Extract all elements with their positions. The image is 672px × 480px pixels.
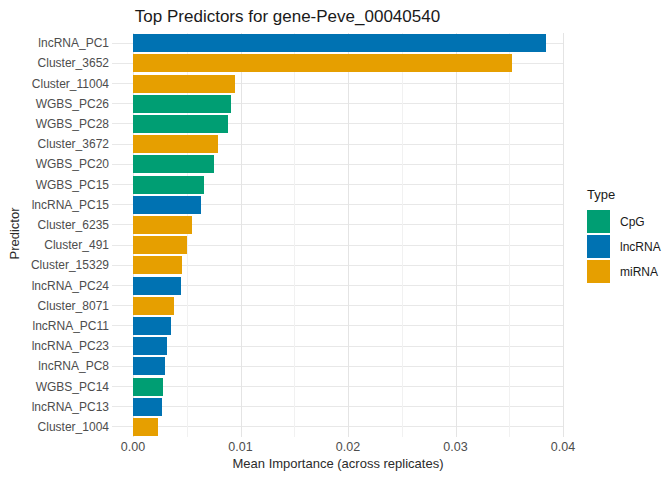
gridline-vertical-major [348,33,349,437]
y-tick-label: WGBS_PC28 [0,117,109,131]
bar-lncRNA_PC1 [133,34,546,52]
bar-lncRNA_PC15 [133,196,201,214]
bar-chart-figure: Top Predictors for gene-Peve_00040540 Pr… [0,0,672,480]
y-tick-label: Cluster_6235 [0,218,109,232]
gridline-vertical-major [456,33,457,437]
y-tick-label: WGBS_PC14 [0,380,109,394]
x-tick-label: 0.01 [211,440,271,454]
gridline-vertical-minor [402,33,403,437]
bar-lncRNA_PC23 [133,337,167,355]
bar-WGBS_PC14 [133,378,163,396]
y-tick-label: lncRNA_PC23 [0,339,109,353]
y-tick-label: WGBS_PC15 [0,178,109,192]
y-tick-label: Cluster_3652 [0,56,109,70]
y-tick-label: Cluster_1004 [0,420,109,434]
bar-lncRNA_PC24 [133,277,181,295]
y-tick-label: Cluster_3672 [0,137,109,151]
gridline-horizontal [112,305,564,306]
x-tick-label: 0.02 [318,440,378,454]
legend-label: miRNA [620,265,658,279]
legend: Type CpG lncRNA miRNA [587,187,672,285]
bar-Cluster_3672 [133,135,218,153]
gridline-horizontal [112,366,564,367]
y-tick-label: Cluster_11004 [0,77,109,91]
gridline-vertical-minor [294,33,295,437]
gridline-vertical-major [133,33,134,437]
y-tick-label: Cluster_8071 [0,299,109,313]
y-tick-label: lncRNA_PC15 [0,198,109,212]
legend-label: CpG [620,215,645,229]
bar-lncRNA_PC13 [133,398,162,416]
y-tick-label: lncRNA_PC1 [0,36,109,50]
bar-WGBS_PC28 [133,115,228,133]
bar-lncRNA_PC8 [133,357,165,375]
gridline-horizontal [112,346,564,347]
gridline-horizontal [112,426,564,427]
gridline-horizontal [112,386,564,387]
bar-Cluster_491 [133,236,187,254]
legend-label: lncRNA [620,240,661,254]
y-tick-label: lncRNA_PC24 [0,279,109,293]
legend-entry-miRNA: miRNA [587,260,672,283]
chart-title: Top Predictors for gene-Peve_00040540 [0,7,575,27]
legend-swatch-miRNA [587,260,610,283]
y-tick-label: WGBS_PC26 [0,97,109,111]
gridline-horizontal [112,325,564,326]
y-tick-label: lncRNA_PC8 [0,359,109,373]
x-tick-label: 0.04 [533,440,593,454]
legend-swatch-lncRNA [587,235,610,258]
x-tick-label: 0.00 [103,440,163,454]
gridline-vertical-major [563,33,564,437]
plot-panel [112,33,564,437]
legend-swatch-CpG [587,210,610,233]
y-tick-label: lncRNA_PC11 [0,319,109,333]
y-tick-label: WGBS_PC20 [0,157,109,171]
gridline-vertical-minor [509,33,510,437]
bar-Cluster_1004 [133,418,158,436]
legend-title: Type [587,187,672,202]
bar-Cluster_11004 [133,75,235,93]
y-tick-label: Cluster_15329 [0,258,109,272]
bar-Cluster_6235 [133,216,192,234]
gridline-horizontal [112,406,564,407]
bar-WGBS_PC20 [133,155,214,173]
gridline-vertical-minor [187,33,188,437]
x-tick-label: 0.03 [426,440,486,454]
y-tick-label: Cluster_491 [0,238,109,252]
legend-entry-lncRNA: lncRNA [587,235,672,258]
legend-entry-CpG: CpG [587,210,672,233]
bar-Cluster_8071 [133,297,174,315]
bar-lncRNA_PC11 [133,317,171,335]
bar-WGBS_PC15 [133,176,204,194]
bar-Cluster_15329 [133,256,182,274]
bar-Cluster_3652 [133,54,512,72]
legend-entries: CpG lncRNA miRNA [587,210,672,283]
bar-WGBS_PC26 [133,95,231,113]
x-axis-title: Mean Importance (across replicates) [112,456,564,471]
gridline-vertical-major [241,33,242,437]
y-tick-label: lncRNA_PC13 [0,400,109,414]
